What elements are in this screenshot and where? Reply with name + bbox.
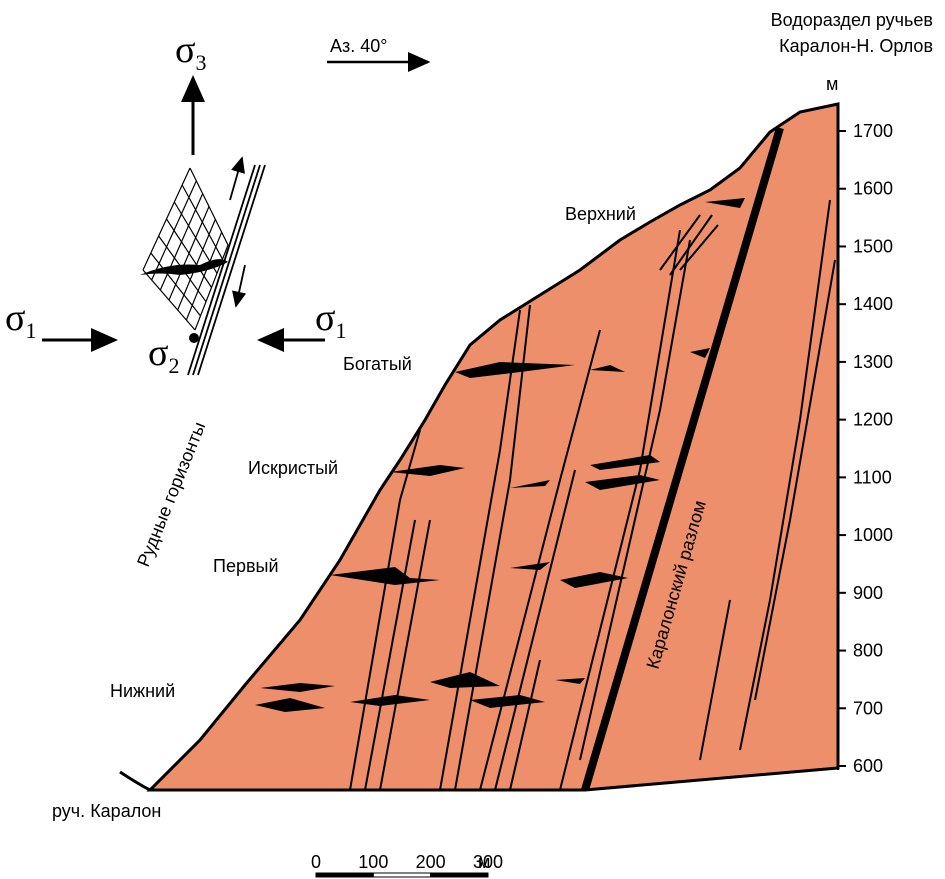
grid-line [194, 244, 229, 331]
axis-unit: м [826, 74, 838, 94]
horizon-label: Искристый [248, 458, 338, 478]
grid-line [150, 252, 201, 317]
scale-label: 0 [311, 852, 321, 872]
tick-label: 1700 [853, 121, 893, 141]
scale-label: 300 [473, 852, 503, 872]
shear-plane [187, 164, 266, 376]
tick-label: 1000 [853, 525, 893, 545]
ore-vein [140, 259, 228, 275]
stress-grid [142, 167, 229, 331]
tick-label: 1300 [853, 352, 893, 372]
scale-label: 100 [358, 852, 388, 872]
tick-label: 1600 [853, 179, 893, 199]
slip-arrow [232, 264, 247, 308]
horizon-label: Богатый [343, 354, 412, 374]
ore-lenses [255, 198, 745, 712]
tick-label: 1500 [853, 236, 893, 256]
tick-label: 800 [853, 641, 883, 661]
grid-line [142, 269, 196, 331]
tick-label: 1400 [853, 294, 893, 314]
slip-arrow [229, 156, 245, 201]
stream-label: руч. Каралон [52, 801, 161, 821]
scale-unit: м [478, 852, 490, 872]
watershed-label: Водораздел ручьев [771, 10, 933, 30]
watershed-label: Каралон-Н. Орлов [779, 36, 933, 56]
scale-segment [315, 872, 374, 878]
sigma2-point [189, 333, 199, 343]
scale-segment [372, 872, 432, 878]
tick-label: 600 [853, 756, 883, 776]
stream-bank [119, 770, 151, 792]
sigma1-label: σ1 [5, 297, 36, 343]
scale-label: 200 [416, 852, 446, 872]
ore-horizons-label: Рудные горизонты [133, 419, 209, 569]
horizon-label: Верхний [565, 204, 636, 224]
tick-label: 700 [853, 698, 883, 718]
tick-label: 900 [853, 583, 883, 603]
mountain-section [146, 102, 840, 792]
fault [581, 126, 784, 792]
horizon-label: Нижний [110, 681, 175, 701]
horizon-label: Первый [213, 556, 279, 576]
tick-label: 1100 [853, 467, 892, 487]
azimuth-label: Аз. 40° [330, 36, 387, 56]
sigma2-label: σ2 [148, 332, 179, 378]
tick-label: 1200 [853, 410, 893, 430]
scale-segment [430, 872, 489, 878]
sigma3-label: σ3 [175, 29, 206, 75]
sigma1-label: σ1 [315, 297, 346, 343]
